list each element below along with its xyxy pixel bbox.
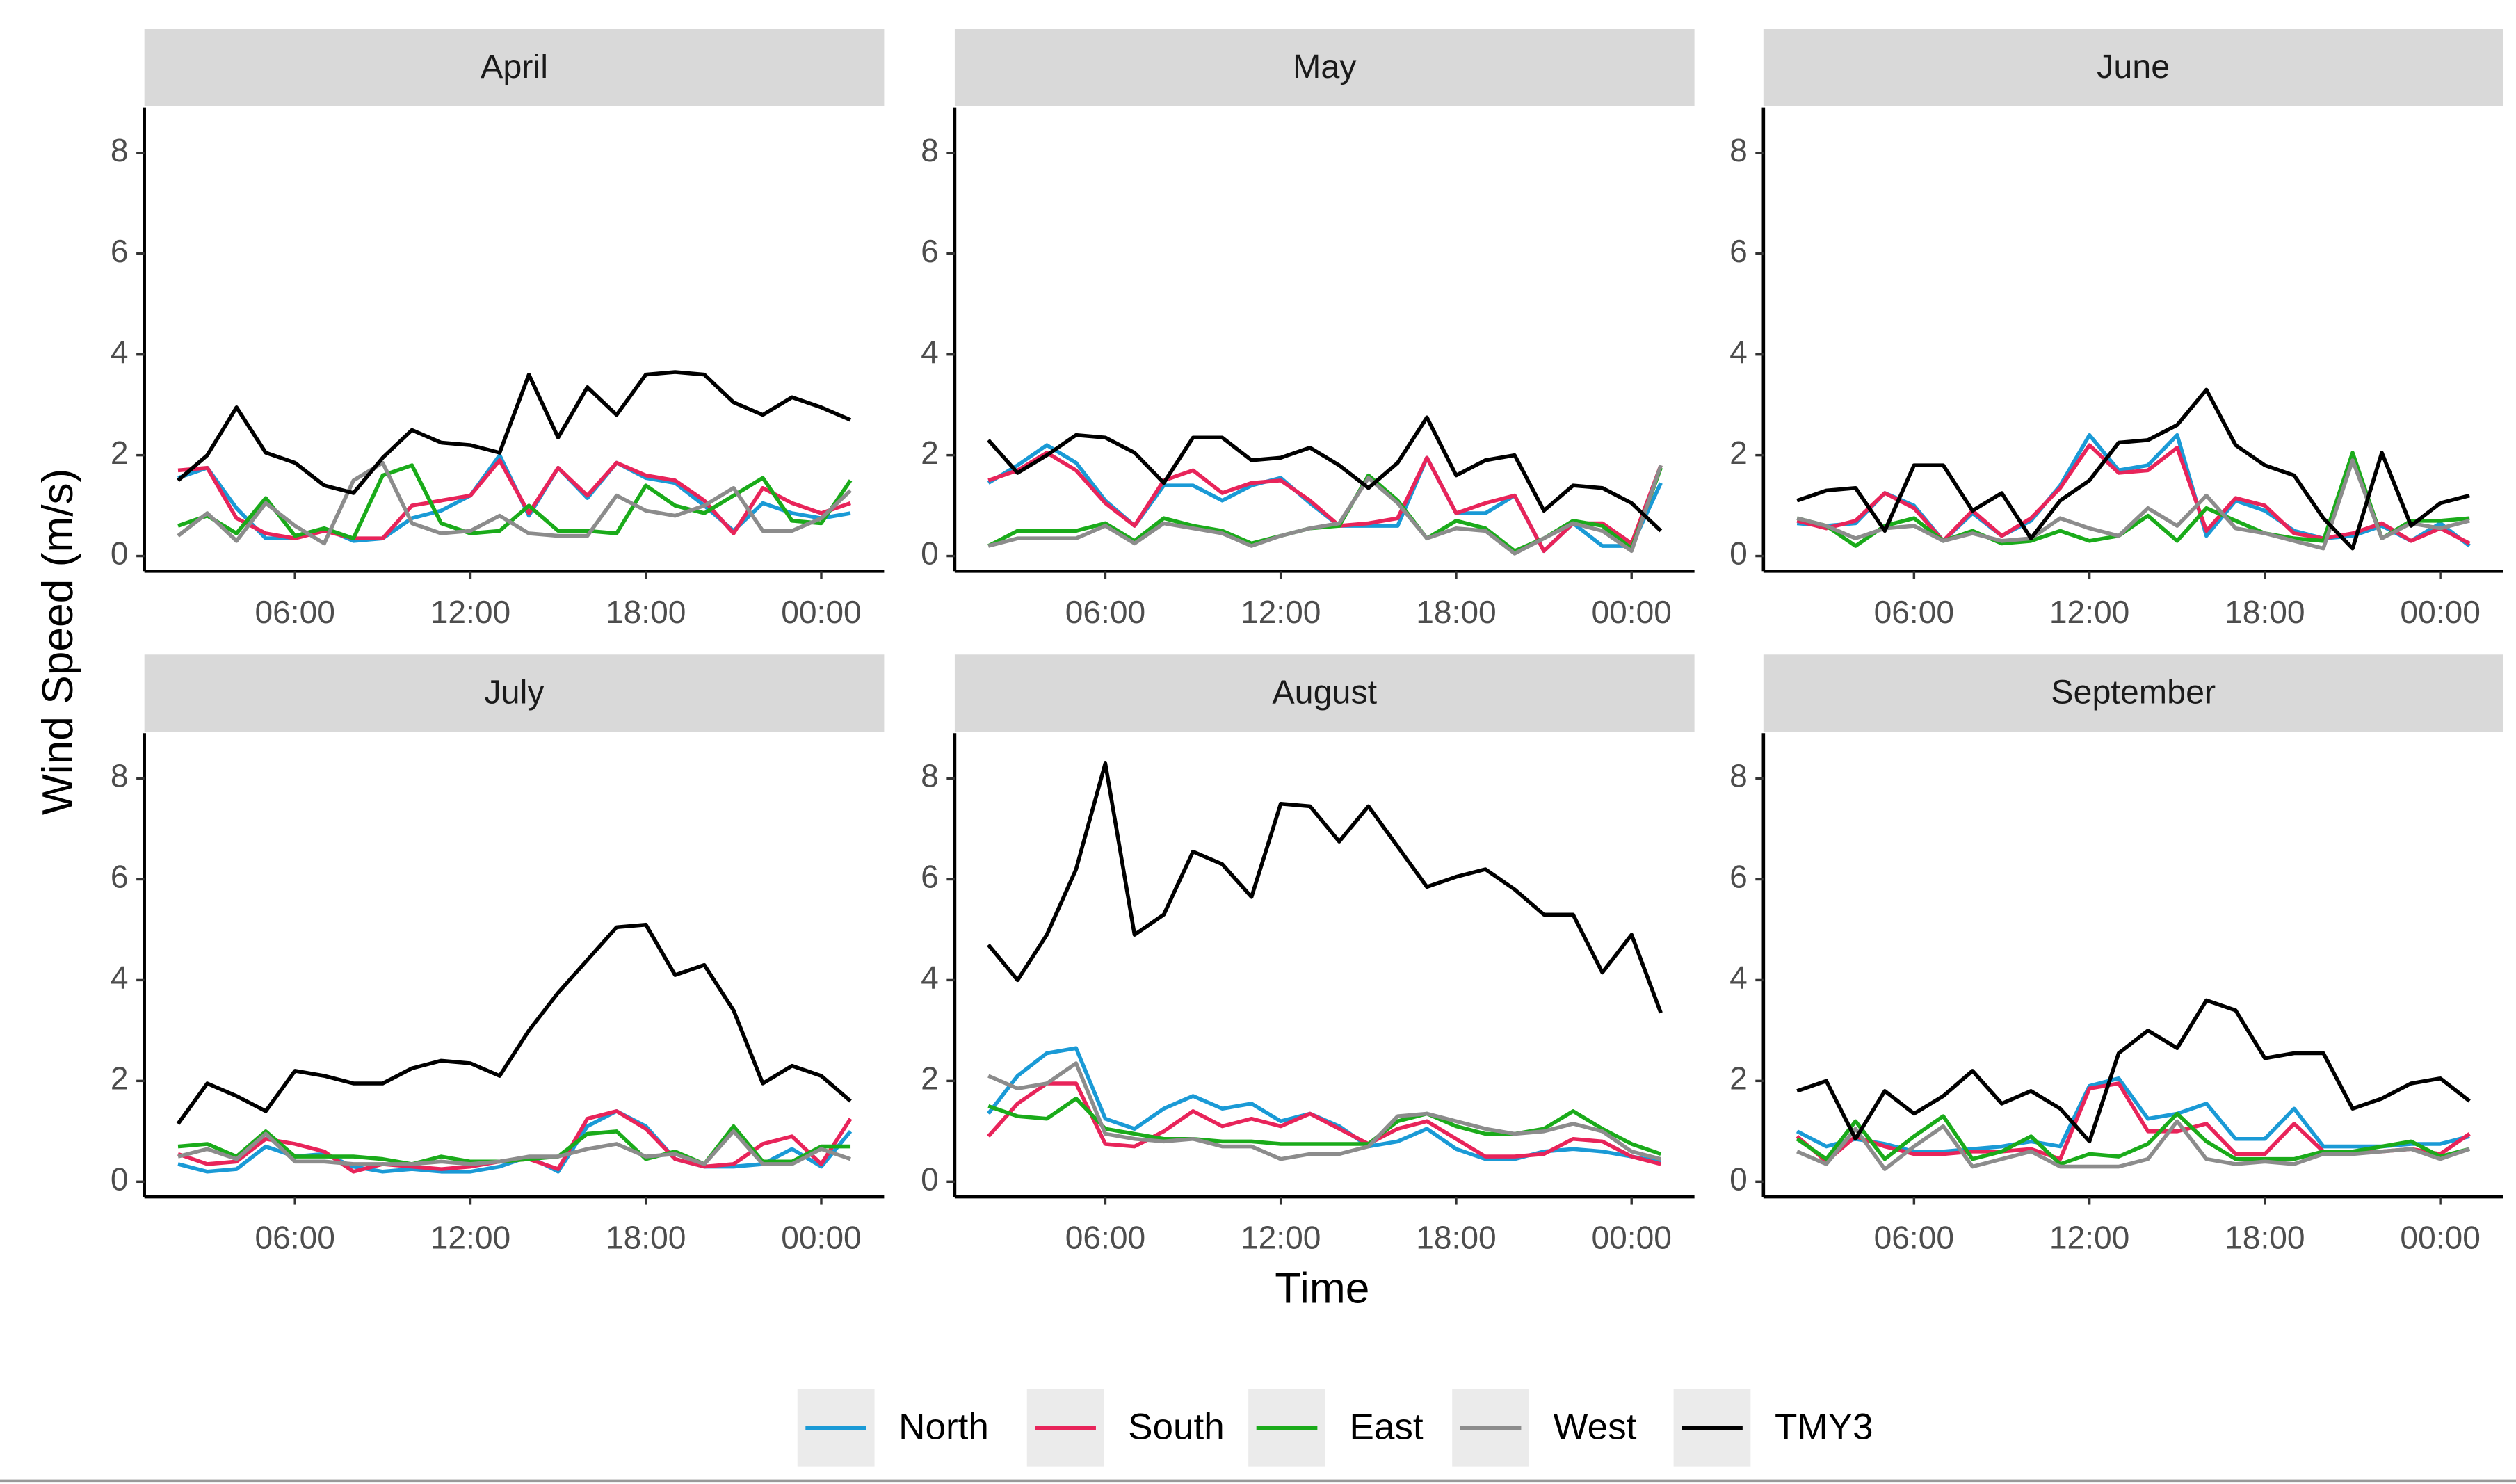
y-tick-label: 8	[111, 758, 129, 794]
y-tick-label: 2	[921, 435, 939, 471]
y-tick-label: 0	[1729, 1161, 1748, 1197]
x-tick-label: 00:00	[2400, 594, 2480, 630]
y-tick-label: 8	[111, 132, 129, 168]
y-tick-label: 4	[1729, 334, 1748, 370]
y-tick-label: 0	[111, 1161, 129, 1197]
series-line	[1796, 387, 2470, 551]
y-tick-label: 8	[921, 758, 939, 794]
x-tick-label: 18:00	[606, 1220, 686, 1256]
strip	[954, 654, 1695, 732]
y-tick-label: 8	[1729, 132, 1748, 168]
series-line	[987, 465, 1663, 556]
series-line	[987, 1081, 1661, 1166]
legend-label: West	[1554, 1407, 1637, 1448]
panel-title: July	[484, 674, 545, 711]
x-tick-label: 18:00	[1416, 594, 1496, 630]
series-line	[1796, 998, 2471, 1144]
y-tick-label: 6	[111, 233, 129, 269]
strip	[144, 654, 885, 732]
strip	[954, 29, 1695, 106]
panel-title: June	[2097, 48, 2170, 86]
y-tick-label: 8	[921, 132, 939, 168]
x-tick-label: 06:00	[1874, 1220, 1954, 1256]
series-line	[987, 415, 1663, 533]
y-tick-label: 2	[1729, 1060, 1748, 1097]
y-tick-label: 4	[921, 334, 939, 370]
y-tick-label: 6	[111, 859, 129, 895]
strip	[144, 29, 885, 106]
x-tick-label: 12:00	[2049, 594, 2129, 630]
x-tick-label: 18:00	[2225, 1220, 2305, 1256]
series-line	[1796, 451, 2470, 548]
x-tick-label: 06:00	[1065, 594, 1145, 630]
series-line	[987, 451, 1663, 554]
x-tick-label: 12:00	[1241, 594, 1321, 630]
y-tick-label: 4	[111, 960, 129, 996]
x-tick-label: 00:00	[781, 1220, 861, 1256]
x-tick-label: 06:00	[1874, 594, 1954, 630]
series-line	[177, 370, 852, 495]
strip	[1763, 29, 2503, 106]
series-line	[987, 1061, 1661, 1161]
series-line	[987, 761, 1663, 1014]
x-tick-label: 12:00	[2049, 1220, 2129, 1256]
x-tick-label: 18:00	[1416, 1220, 1496, 1256]
legend-label: East	[1350, 1407, 1424, 1448]
x-axis-title: Time	[1275, 1265, 1369, 1313]
y-tick-label: 8	[1729, 758, 1748, 794]
y-tick-label: 0	[111, 535, 129, 572]
x-tick-label: 06:00	[1065, 1220, 1145, 1256]
x-tick-label: 12:00	[430, 594, 510, 630]
x-tick-label: 12:00	[430, 1220, 510, 1256]
series-line	[1796, 1076, 2470, 1154]
panel-title: May	[1293, 48, 1357, 86]
y-tick-label: 2	[111, 435, 129, 471]
panel-title: September	[2051, 674, 2216, 711]
series-line	[177, 460, 852, 546]
y-tick-label: 2	[921, 1060, 939, 1097]
y-tick-label: 4	[111, 334, 129, 370]
series-line	[177, 1129, 851, 1166]
y-tick-label: 6	[921, 859, 939, 895]
x-tick-label: 00:00	[1591, 594, 1671, 630]
x-tick-label: 00:00	[781, 594, 861, 630]
series-line	[177, 463, 853, 540]
y-tick-label: 0	[921, 535, 939, 572]
series-line	[176, 922, 852, 1125]
series-line	[1796, 458, 2470, 551]
legend-label: North	[898, 1407, 989, 1448]
x-tick-label: 00:00	[1591, 1220, 1671, 1256]
y-tick-label: 0	[921, 1161, 939, 1197]
x-tick-label: 18:00	[2225, 594, 2305, 630]
y-tick-label: 2	[1729, 435, 1748, 471]
series-line	[177, 453, 851, 543]
strip	[1763, 654, 2503, 732]
x-tick-label: 00:00	[2400, 1220, 2480, 1256]
y-tick-label: 6	[1729, 859, 1748, 895]
series-line	[1796, 1119, 2471, 1171]
series-line	[177, 458, 851, 540]
y-tick-label: 0	[1729, 535, 1748, 572]
x-tick-label: 06:00	[255, 594, 334, 630]
y-tick-label: 6	[1729, 233, 1748, 269]
panel-title: April	[481, 48, 548, 86]
y-tick-label: 6	[921, 233, 939, 269]
legend-label: South	[1128, 1407, 1225, 1448]
series-line	[1796, 1111, 2470, 1166]
y-tick-label: 2	[111, 1060, 129, 1097]
x-tick-label: 18:00	[606, 594, 686, 630]
legend-label: TMY3	[1775, 1407, 1873, 1448]
y-axis-title: Wind Speed (m/s)	[34, 469, 82, 815]
y-tick-label: 4	[921, 960, 939, 996]
x-tick-label: 12:00	[1241, 1220, 1321, 1256]
x-tick-label: 06:00	[255, 1220, 334, 1256]
y-tick-label: 4	[1729, 960, 1748, 996]
panel-title: August	[1272, 674, 1377, 711]
